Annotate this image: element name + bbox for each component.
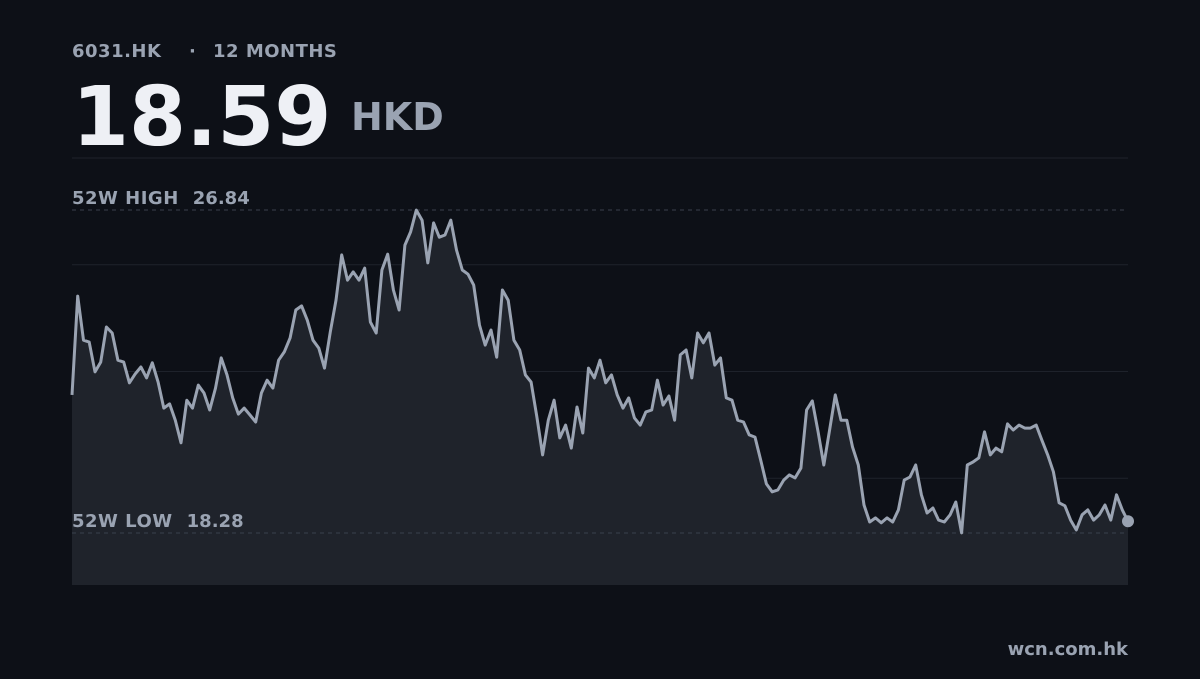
reference-value: 26.84	[193, 188, 250, 209]
reference-label: 52W HIGH	[72, 188, 179, 209]
ticker: 6031.HK	[72, 41, 162, 62]
reference-value: 18.28	[187, 511, 244, 532]
price: 18.59	[72, 70, 331, 165]
separator: ·	[189, 41, 196, 62]
plot: 52W HIGH 26.84 52W LOW 18.28	[70, 157, 1134, 585]
currency: HKD	[351, 95, 444, 139]
reference-label: 52W LOW	[72, 511, 173, 532]
price-line	[70, 208, 1130, 535]
last-point	[1122, 515, 1134, 528]
period: 12 MONTHS	[213, 41, 337, 62]
footer: wcn.com.hk	[1008, 639, 1129, 660]
